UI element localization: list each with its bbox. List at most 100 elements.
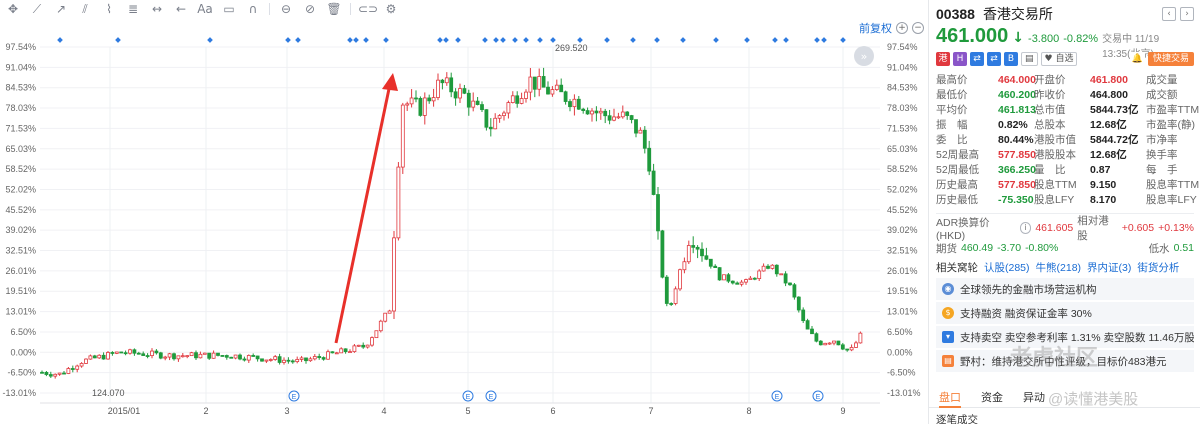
info-item[interactable]: ◉ 全球领先的金融市场营运机构 — [936, 278, 1194, 300]
tab-capital[interactable]: 资金 — [981, 392, 1003, 404]
event-e-label: E — [775, 394, 780, 401]
candle-body — [726, 274, 731, 282]
tab-alerts[interactable]: 异动 — [1023, 392, 1045, 404]
wave-icon[interactable]: ⌇ — [106, 2, 112, 16]
stat-label: 量 比 — [1034, 164, 1066, 176]
stat-value: 8.170 — [1090, 194, 1117, 206]
settings-icon[interactable]: ⚙ — [385, 2, 397, 16]
info-item[interactable]: ▾ 支持卖空 卖空参考利率 1.31% 卖空股数 11.46万股 — [936, 326, 1194, 348]
warrant-call-link[interactable]: 认股(285) — [984, 261, 1030, 274]
next-icon[interactable]: › — [1180, 7, 1194, 21]
warrants-row: 相关窝轮 认股(285) 牛熊(218) 界内证(3) 街货分析 — [936, 258, 1194, 276]
stat-value: 461.800 — [1090, 74, 1128, 86]
candle-body — [651, 170, 656, 195]
magnet-icon[interactable]: ∩ — [248, 2, 258, 16]
y-tick-right: 58.52% — [887, 164, 918, 174]
range-icon[interactable]: ↔ — [151, 2, 163, 16]
candle-body — [220, 355, 225, 357]
info-item[interactable]: ▤ 野村：维持港交所中性评级，目标价483港元 — [936, 350, 1194, 372]
y-tick-left: 97.54% — [5, 42, 36, 52]
warrant-cbbc-link[interactable]: 牛熊(218) — [1035, 261, 1082, 274]
price-chart[interactable]: 97.54% 97.54% 91.04% 91.04% 84.53% 84.53% 78.0… — [0, 0, 928, 424]
candle-body — [510, 95, 515, 103]
comment-icon[interactable]: ▭ — [223, 2, 235, 16]
event-diamond-icon — [285, 37, 291, 43]
candle-body — [334, 352, 339, 355]
doc-badge-icon[interactable]: ▤ — [1021, 52, 1038, 66]
warrant-analysis-link[interactable]: 街货分析 — [1137, 261, 1180, 274]
candle-body — [370, 337, 374, 346]
watchlist-button[interactable]: ♥ 自选 — [1040, 52, 1078, 66]
bell-icon[interactable]: 🔔 — [1129, 52, 1145, 66]
candle-body — [264, 359, 269, 362]
candle-body — [114, 351, 119, 354]
zoom-in-icon[interactable]: + — [896, 22, 908, 34]
candle-body — [810, 328, 814, 335]
candle-body — [700, 248, 704, 257]
candle-body — [625, 111, 630, 116]
candle-body — [260, 358, 264, 362]
panel-tabs: 盘口 资金 异动 — [929, 388, 1200, 408]
zoom-out-icon[interactable]: − — [912, 22, 924, 34]
candle-body — [198, 353, 203, 359]
trade-status: 交易中 11/19 13:35(北京) — [1102, 34, 1160, 60]
connect-badge-icon: ⇄ — [970, 52, 984, 66]
candle-body — [449, 77, 454, 93]
link-icon[interactable]: ⊂⊃ — [358, 2, 379, 16]
candle-body — [744, 279, 748, 283]
prev-icon[interactable]: ‹ — [1162, 7, 1176, 21]
eraser-icon[interactable]: ⊘ — [304, 2, 316, 16]
text-icon[interactable]: Aa — [197, 2, 213, 16]
delete-icon[interactable]: 🗑 — [326, 2, 342, 16]
move-icon[interactable]: ✥ — [7, 2, 19, 16]
candle-body — [708, 258, 713, 267]
candle-body — [642, 129, 647, 149]
lock-icon[interactable]: ⊖ — [280, 2, 292, 16]
candle-body — [444, 77, 449, 84]
stat-label: 港股市值 — [1034, 134, 1076, 146]
candle-body — [207, 352, 212, 359]
event-diamond-icon — [115, 37, 121, 43]
quick-trade-button[interactable]: 快捷交易 — [1147, 52, 1194, 66]
candle-body — [75, 365, 80, 370]
arrow-icon[interactable]: ← — [175, 2, 187, 16]
candle-body — [268, 359, 273, 361]
stat-label: 成交量 — [1146, 74, 1178, 86]
price-change-pct: -0.82% — [1063, 33, 1099, 45]
chart-area[interactable]: ✥ ⟋ ↗ ⫽ ⌇ ≣ ↔ ← Aa ▭ ∩ ⊖ ⊘ 🗑 ⊂⊃ ⚙ 前复权 + − 97.54% 97.54% 9… — [0, 0, 928, 424]
tab-orderbook[interactable]: 盘口 — [939, 388, 961, 408]
info-item[interactable]: $ 支持融资 融资保证金率 30% — [936, 302, 1194, 324]
candle-body — [752, 277, 757, 280]
watermark-handle: @读懂港美股 — [1048, 391, 1139, 408]
candle-body — [836, 340, 841, 346]
high-price-label: 269.520 — [555, 43, 588, 53]
event-e-icon — [485, 390, 497, 402]
y-tick-right: 13.01% — [887, 307, 918, 317]
candle-body — [475, 100, 480, 105]
candle-body — [273, 356, 278, 360]
stat-label: 最低价 — [936, 89, 968, 101]
adjust-price-toggle[interactable]: 前复权 — [859, 23, 892, 35]
fib-icon[interactable]: ≣ — [127, 2, 139, 16]
y-tick-left: 13.01% — [5, 307, 36, 317]
candle-body — [779, 273, 784, 276]
stat-label: 每 手 — [1146, 164, 1178, 176]
candle-body — [405, 103, 410, 106]
y-tick-right: 71.53% — [887, 123, 918, 133]
dollar-icon: $ — [942, 307, 954, 319]
candle-body — [581, 108, 586, 111]
ray-icon[interactable]: ↗ — [55, 2, 67, 16]
info-icon[interactable]: i — [1019, 222, 1032, 234]
last-price: 461.000 — [936, 25, 1009, 47]
stat-label: 换手率 — [1146, 149, 1178, 161]
candle-body — [770, 264, 775, 269]
warrant-inline-link[interactable]: 界内证(3) — [1087, 261, 1132, 274]
candle-body — [308, 358, 313, 362]
channel-icon[interactable]: ⫽ — [82, 2, 88, 16]
candle-body — [792, 284, 797, 298]
candle-body — [594, 110, 599, 114]
candle-body — [497, 115, 502, 119]
line-icon[interactable]: ⟋ — [32, 2, 42, 16]
candle-body — [805, 320, 810, 330]
candle-body — [251, 355, 256, 357]
